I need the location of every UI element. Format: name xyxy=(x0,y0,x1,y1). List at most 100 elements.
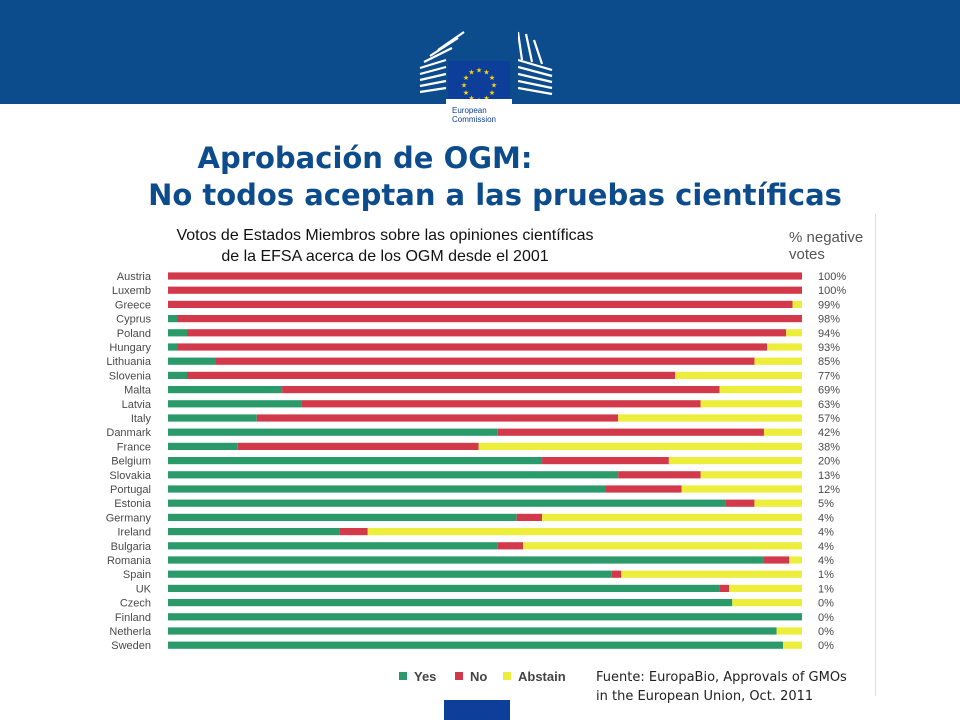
negative-votes-label: 93% xyxy=(818,342,840,354)
category-label: Italy xyxy=(131,413,152,425)
category-label: Cyprus xyxy=(116,314,151,326)
bar-segment-no xyxy=(168,300,793,308)
bar-segment-no xyxy=(187,371,676,379)
category-label: Finland xyxy=(115,612,151,624)
bar-segment-yes xyxy=(168,386,283,394)
category-label: Lithuania xyxy=(106,356,152,368)
legend-label: Yes xyxy=(414,669,436,684)
negative-votes-label: 4% xyxy=(818,541,834,553)
category-label: Austria xyxy=(117,271,152,283)
footer-flag-box xyxy=(444,700,510,720)
european-commission-logo: ★★★★★★★★★★★★ European Commission xyxy=(412,30,582,135)
legend-swatch xyxy=(503,672,511,680)
bar-segment-yes xyxy=(168,627,777,635)
bar-segment-yes xyxy=(168,414,257,422)
logo-text-line2: Commission xyxy=(452,115,497,124)
bar-segment-abstain xyxy=(542,513,802,521)
bar-segment-no xyxy=(618,471,701,479)
bar-segment-no xyxy=(256,414,619,422)
bar-segment-yes xyxy=(168,570,612,578)
category-label: Bulgaria xyxy=(111,541,152,553)
bar-segment-abstain xyxy=(767,343,802,351)
bar-segment-yes xyxy=(168,357,216,365)
negative-votes-label: 4% xyxy=(818,527,834,539)
category-label: Estonia xyxy=(114,498,152,510)
negative-votes-label: 42% xyxy=(818,427,840,439)
negative-votes-label: 1% xyxy=(818,583,834,595)
category-label: Portugal xyxy=(110,484,151,496)
category-label: Romania xyxy=(107,555,152,567)
category-label: Malta xyxy=(124,385,152,397)
bar-segment-yes xyxy=(168,542,498,550)
negative-votes-label: 57% xyxy=(818,413,840,425)
bar-segment-abstain xyxy=(763,428,802,436)
bar-segment-abstain xyxy=(786,329,802,337)
eu-star-icon: ★ xyxy=(483,94,489,102)
category-label: Czech xyxy=(120,598,151,610)
legend-label: Abstain xyxy=(518,669,566,684)
bar-segment-yes xyxy=(168,528,340,536)
bar-segment-no xyxy=(215,357,755,365)
bar-segment-abstain xyxy=(792,300,802,308)
bar-segment-no xyxy=(168,272,802,280)
eu-star-icon: ★ xyxy=(461,82,467,90)
bar-segment-yes xyxy=(168,457,543,465)
bar-segment-no xyxy=(177,343,768,351)
eu-star-icon: ★ xyxy=(468,69,474,77)
bar-segment-no xyxy=(605,485,682,493)
negative-votes-label: 77% xyxy=(818,370,840,382)
bar-segment-abstain xyxy=(621,570,802,578)
bar-segment-no xyxy=(301,400,701,408)
bar-segment-abstain xyxy=(668,457,802,465)
bar-segment-abstain xyxy=(754,499,802,507)
bar-segment-no xyxy=(725,499,755,507)
bar-segment-abstain xyxy=(732,599,802,607)
bar-segment-no xyxy=(611,570,622,578)
bar-segment-yes xyxy=(168,315,178,323)
negative-votes-label: 4% xyxy=(818,512,834,524)
bar-segment-abstain xyxy=(789,556,802,564)
negative-votes-label: 1% xyxy=(818,569,834,581)
chart-subtitle-line2: de la EFSA acerca de los OGM desde el 20… xyxy=(221,248,549,265)
category-label: Slovenia xyxy=(109,370,152,382)
bar-segment-abstain xyxy=(782,641,802,649)
category-label: Luxemb xyxy=(112,285,151,297)
negative-votes-label: 98% xyxy=(818,314,840,326)
bar-segment-yes xyxy=(168,329,188,337)
chart-panel-edge xyxy=(875,214,876,696)
bar-segment-yes xyxy=(168,343,178,351)
bar-segment-yes xyxy=(168,471,619,479)
bar-segment-no xyxy=(719,584,730,592)
category-label: Slovakia xyxy=(109,470,151,482)
negative-votes-label: 85% xyxy=(818,356,840,368)
negative-votes-label: 4% xyxy=(818,555,834,567)
negative-votes-label: 5% xyxy=(818,498,834,510)
negative-votes-label: 0% xyxy=(818,626,834,638)
bar-segment-yes xyxy=(168,513,517,521)
bar-segment-abstain xyxy=(776,627,802,635)
category-label: UK xyxy=(136,583,152,595)
bar-segment-abstain xyxy=(681,485,802,493)
bar-segment-abstain xyxy=(700,400,802,408)
bar-segment-no xyxy=(339,528,368,536)
category-label: Spain xyxy=(123,569,151,581)
negative-votes-label: 0% xyxy=(818,640,834,652)
bar-segment-yes xyxy=(168,442,238,450)
bar-segment-no xyxy=(542,457,669,465)
legend-swatch xyxy=(399,672,407,680)
bar-segment-yes xyxy=(168,613,802,621)
chart-subtitle: Votos de Estados Miembros sobre las opin… xyxy=(150,225,620,267)
bar-segment-yes xyxy=(168,485,606,493)
negative-votes-label: 12% xyxy=(818,484,840,496)
category-label: Hungary xyxy=(109,342,151,354)
slide-title-line2: No todos aceptan a las pruebas científic… xyxy=(148,178,842,212)
eu-star-icon: ★ xyxy=(463,89,469,97)
legend-label: No xyxy=(470,669,487,684)
negative-votes-header-line1: % negative xyxy=(789,229,864,246)
eu-star-icon: ★ xyxy=(463,74,469,82)
slide-title-line1: Aprobación de OGM: xyxy=(197,141,533,175)
eu-star-icon: ★ xyxy=(489,74,495,82)
bar-segment-yes xyxy=(168,556,764,564)
source-line2: in the European Union, Oct. 2011 xyxy=(596,689,814,704)
